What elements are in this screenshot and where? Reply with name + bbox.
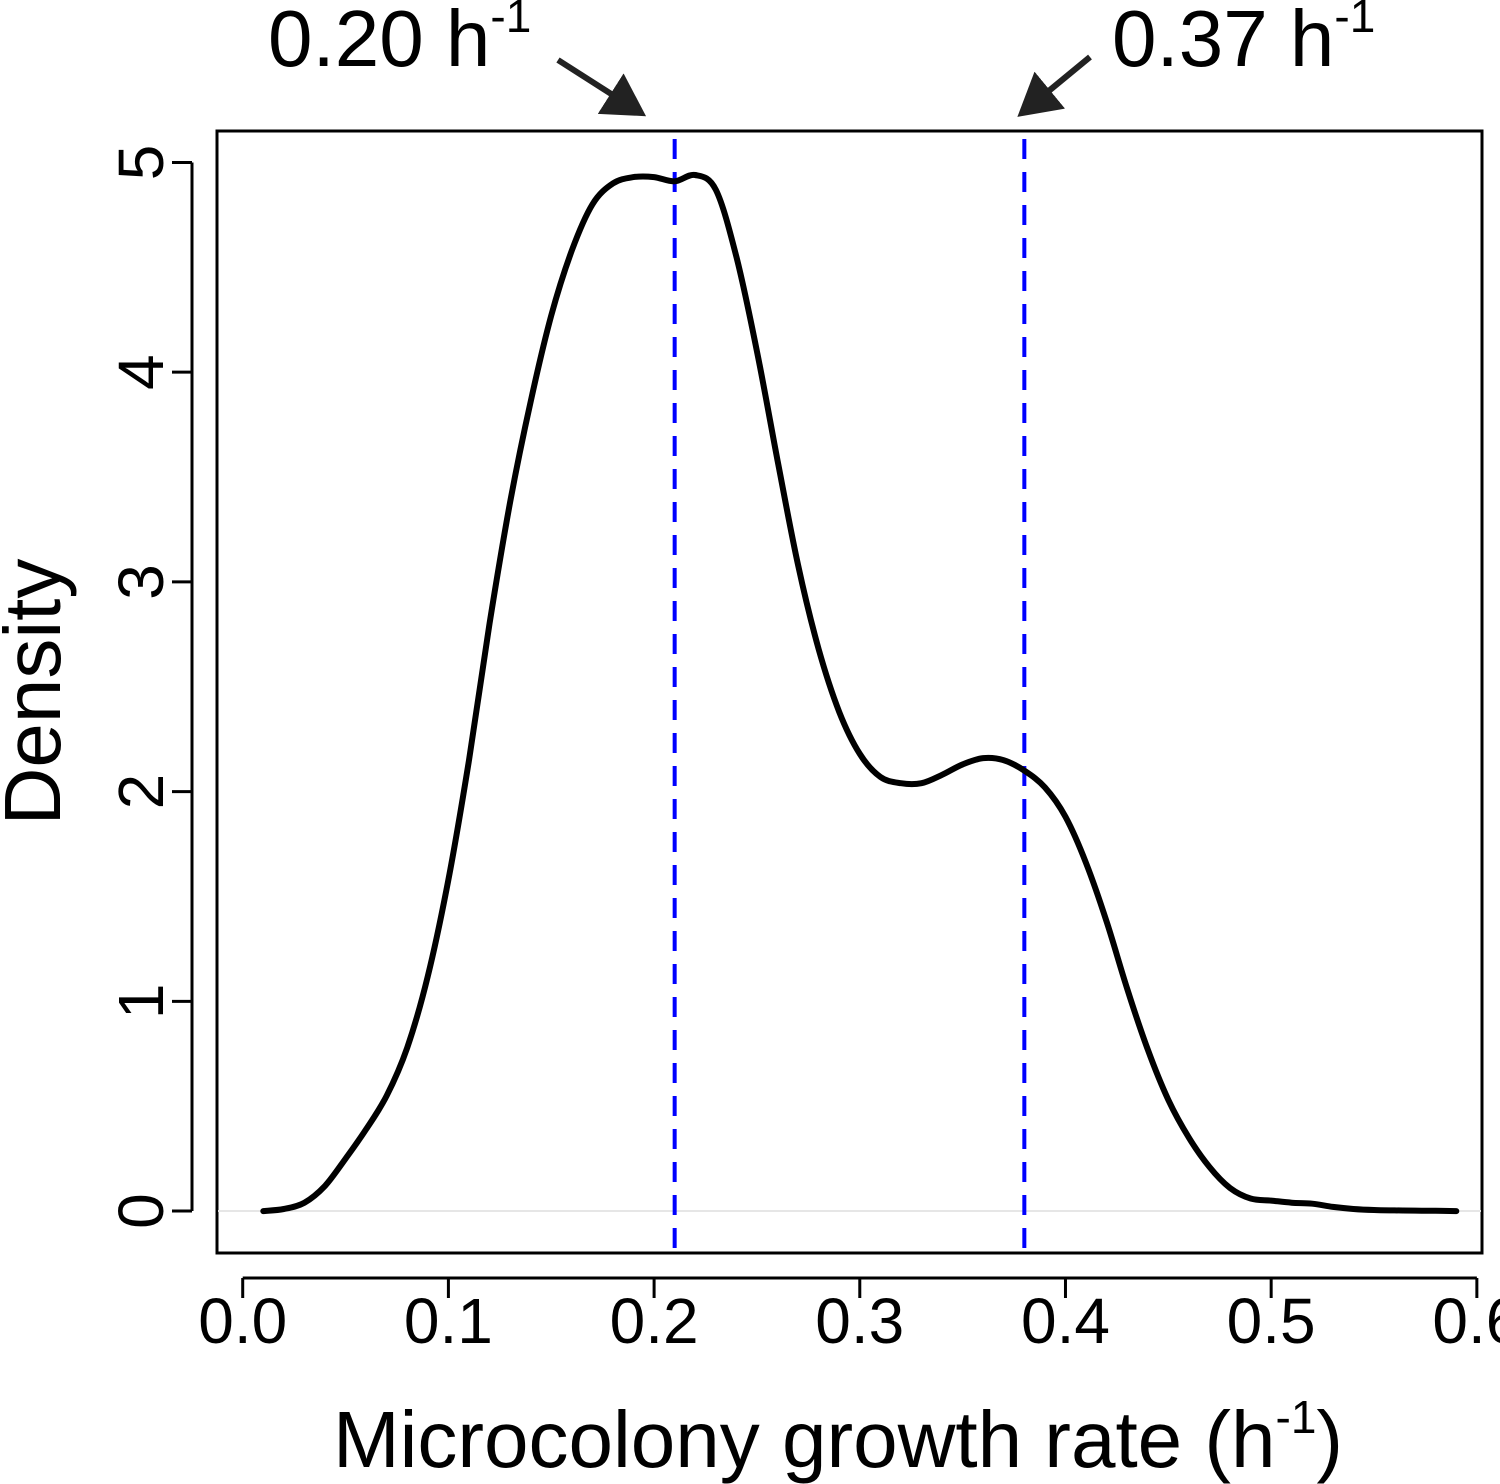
y-tick-label: 0 [105,1193,177,1229]
x-tick-label: 0.6 [1432,1285,1500,1357]
annotation-1-arrow [556,57,647,117]
density-curve [260,171,1460,1215]
y-tick-label: 3 [105,564,177,600]
y-tick-label: 2 [105,774,177,810]
x-tick-label: 0.3 [815,1285,904,1357]
annotation-peak-1: 0.20 h-1 [268,0,647,117]
y-tick-label: 5 [105,145,177,181]
annotation-2-arrow [1017,54,1092,117]
x-axis: 0.0 0.1 0.2 0.3 0.4 0.5 0.6 [198,1276,1500,1357]
x-tick-label: 0.1 [404,1285,493,1357]
x-axis-title: Microcolony growth rate (h-1) [333,1391,1343,1484]
y-axis: 0 1 2 3 4 5 [105,145,194,1229]
x-tick-label: 0.4 [1021,1285,1110,1357]
y-tick-label: 4 [105,354,177,390]
plot-frame [215,129,1484,1255]
annotation-peak-2: 0.37 h-1 [1017,0,1375,117]
y-axis-title: Density [0,559,77,826]
x-tick-label: 0.2 [610,1285,699,1357]
x-tick-label: 0.5 [1227,1285,1316,1357]
y-tick-label: 1 [105,984,177,1020]
annotation-1-label: 0.20 h-1 [268,0,531,83]
x-tick-label: 0.0 [198,1285,287,1357]
reference-lines [672,139,1027,1253]
annotation-2-label: 0.37 h-1 [1112,0,1375,83]
